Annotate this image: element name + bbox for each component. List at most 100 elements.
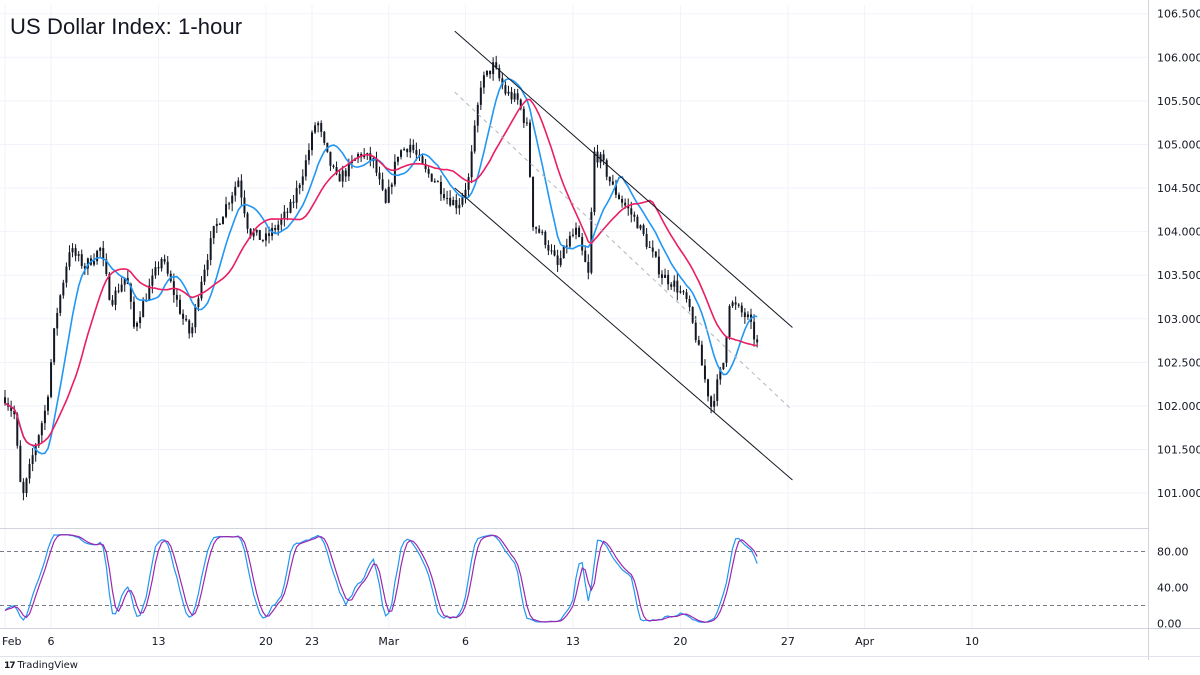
candle-body [618,194,620,199]
candle-body [301,176,304,185]
time-tick-label: 20 [673,635,687,648]
candle-body [740,305,743,313]
candle-body [455,200,458,209]
time-tick-label: 6 [462,635,469,648]
candle-body [449,197,452,206]
candle-body [206,260,209,270]
candle-body [624,202,627,206]
candle-body [559,258,562,265]
time-tick-label: 13 [152,635,166,648]
candle-body [182,313,185,319]
candle-body [725,336,728,363]
candle-body [458,204,461,209]
candle-body [633,214,636,217]
candle-body [25,478,28,494]
candle-body [443,194,446,198]
candle-body [295,188,298,203]
candle-body [581,237,584,251]
candle-body [498,68,501,79]
time-tick-label: 27 [781,635,795,648]
candle-body [584,250,587,262]
time-tick-label: Apr [855,635,875,648]
price-tick-label: 103.000 [1157,313,1200,326]
candle-body [654,251,657,257]
candle-body [532,176,535,228]
candle-body [357,153,360,159]
candle-body [148,285,151,301]
candle-body [485,70,488,76]
candle-body [664,274,667,278]
candle-body [264,233,267,241]
candle-body [479,87,482,105]
candle-body [344,170,347,177]
candle-body [639,225,642,229]
candle-body [713,400,716,407]
candle-body [657,256,660,275]
candle-body [636,216,639,229]
candle-body [578,227,581,238]
candle-body [513,93,516,100]
candle-body [120,284,123,292]
candle-body [439,181,442,195]
candle-body [28,463,31,479]
grid [0,5,1148,628]
candle-body [406,149,409,153]
tradingview-logo-icon: 17 [4,660,15,671]
candle-body [516,93,519,100]
candle-body [175,294,178,300]
candle-body [697,340,700,345]
candle-body [375,158,378,173]
candle-body [243,197,246,214]
candle-body [311,132,313,151]
candle-body [737,304,740,306]
candle-body [553,250,556,256]
candle-body [4,397,6,404]
candle-body [390,184,393,187]
candlestick-series [4,55,759,501]
candle-body [231,195,234,204]
stochastic-oscillator: 80.00 40.00 0.00 [0,533,1189,631]
candle-body [111,299,114,305]
candle-body [605,160,608,177]
candle-body [608,176,611,182]
candle-body [571,234,574,236]
candle-body [630,208,633,215]
candle-body [203,269,206,282]
candle-body [74,248,77,256]
candle-body [467,177,470,190]
candle-body [215,223,218,227]
candle-body [323,131,326,143]
candle-body [694,322,697,341]
candle-body [283,211,286,219]
candle-body [703,365,706,380]
candle-body [108,273,111,300]
candle-body [77,254,80,256]
candle-body [568,235,571,247]
candle-body [473,125,476,152]
candle-body [535,227,538,229]
candle-body [538,228,541,233]
candle-body [424,164,427,170]
candle-body [166,261,169,274]
candle-body [13,410,16,415]
candle-body [381,179,384,190]
price-tick-label: 102.000 [1157,400,1200,413]
candle-body [384,189,387,203]
candle-body [329,151,332,166]
candle-body [46,396,49,411]
candle-body [347,162,350,177]
candle-body [544,231,547,245]
candle-body [396,156,399,162]
moving-average-fast [4,77,758,455]
trend-channel [454,30,793,481]
candle-body [510,91,513,100]
candle-body [341,170,344,182]
candle-body [412,144,415,151]
time-tick-label: 13 [566,635,580,648]
candle-body [221,216,224,225]
brand-name: TradingView [17,660,78,671]
candle-body [602,154,605,161]
channel-midline [454,91,793,411]
candle-body [660,274,663,278]
